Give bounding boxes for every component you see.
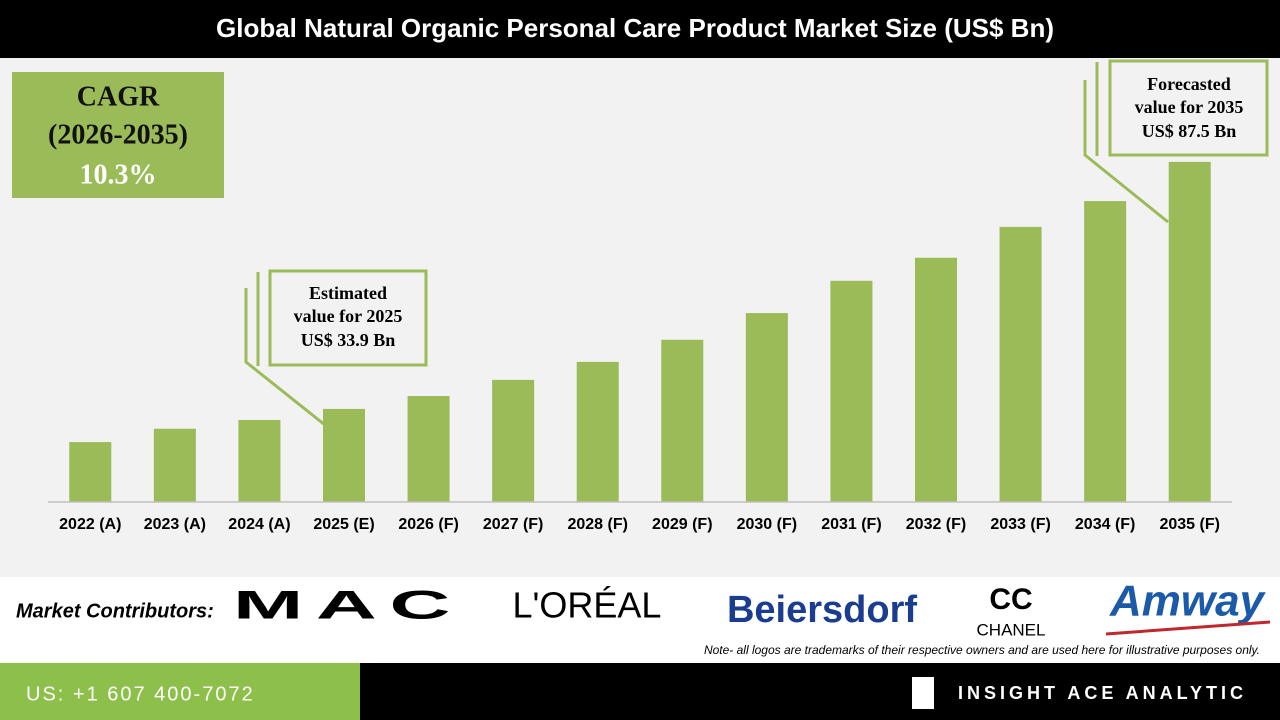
phone-band <box>0 663 360 720</box>
bar <box>915 257 957 502</box>
x-tick-label: 2023 (A) <box>144 516 206 533</box>
bar <box>830 280 873 502</box>
callout-leader <box>1083 80 1169 224</box>
footer <box>0 577 1280 663</box>
bar <box>323 408 365 502</box>
cagr-value: 10.3% <box>80 159 157 190</box>
x-tick-label: 2030 (F) <box>737 516 797 533</box>
brand-name: INSIGHT ACE ANALYTIC <box>958 683 1247 703</box>
bar <box>407 396 450 502</box>
cagr-box <box>12 72 224 198</box>
callout-leader <box>244 288 326 427</box>
brand-band <box>360 663 1280 720</box>
logo-loreal: L'ORÉAL <box>513 585 662 626</box>
x-tick-label: 2033 (F) <box>990 516 1050 533</box>
bar <box>1084 201 1127 502</box>
amway-swoosh <box>1105 620 1271 636</box>
bar <box>576 361 619 502</box>
x-tick-label: 2022 (A) <box>59 516 121 533</box>
callout-box <box>1108 59 1269 157</box>
title-bar <box>0 0 1280 58</box>
callout-text: Forecasted <box>1147 74 1231 94</box>
logo-amway: Amway <box>1109 577 1267 626</box>
callout-text: US$ 33.9 Bn <box>301 330 396 350</box>
bar <box>661 339 704 502</box>
callout-text: Estimated <box>309 283 387 303</box>
logo-chanel: CHANEL <box>977 620 1046 639</box>
logo-beiersdorf: Beiersdorf <box>727 589 917 631</box>
bar <box>238 419 281 502</box>
callout-box <box>268 269 428 367</box>
contributors-label: Market Contributors: <box>16 600 214 622</box>
bar <box>1168 161 1211 502</box>
x-tick-label: 2026 (F) <box>398 516 458 533</box>
x-tick-label: 2029 (F) <box>652 516 712 533</box>
bar <box>745 313 788 502</box>
x-tick-label: 2027 (F) <box>483 516 543 533</box>
chanel-mark: CC <box>989 583 1032 616</box>
x-tick-label: 2024 (A) <box>228 516 290 533</box>
callout-text: value for 2035 <box>1135 97 1244 117</box>
callout-text: value for 2025 <box>294 306 403 326</box>
phone: US: +1 607 400-7072 <box>26 683 255 705</box>
x-tick-label: 2032 (F) <box>906 516 966 533</box>
bar <box>492 379 535 502</box>
bar <box>153 428 196 502</box>
brand-icon <box>912 677 934 709</box>
callout-text: US$ 87.5 Bn <box>1142 121 1237 141</box>
x-tick-label: 2034 (F) <box>1075 516 1135 533</box>
x-tick-label: 2025 (E) <box>313 516 374 533</box>
logo-mac: MAC <box>233 584 463 628</box>
bar <box>69 442 112 502</box>
note: Note- all logos are trademarks of their … <box>704 643 1260 657</box>
bars <box>69 161 1211 502</box>
x-tick-label: 2028 (F) <box>567 516 627 533</box>
chart-title: Global Natural Organic Personal Care Pro… <box>216 13 1054 43</box>
x-tick-label: 2031 (F) <box>821 516 881 533</box>
x-tick-label: 2035 (F) <box>1159 516 1219 533</box>
bar <box>999 226 1042 502</box>
cagr-label: CAGR <box>77 81 160 112</box>
cagr-period: (2026-2035) <box>48 119 188 150</box>
